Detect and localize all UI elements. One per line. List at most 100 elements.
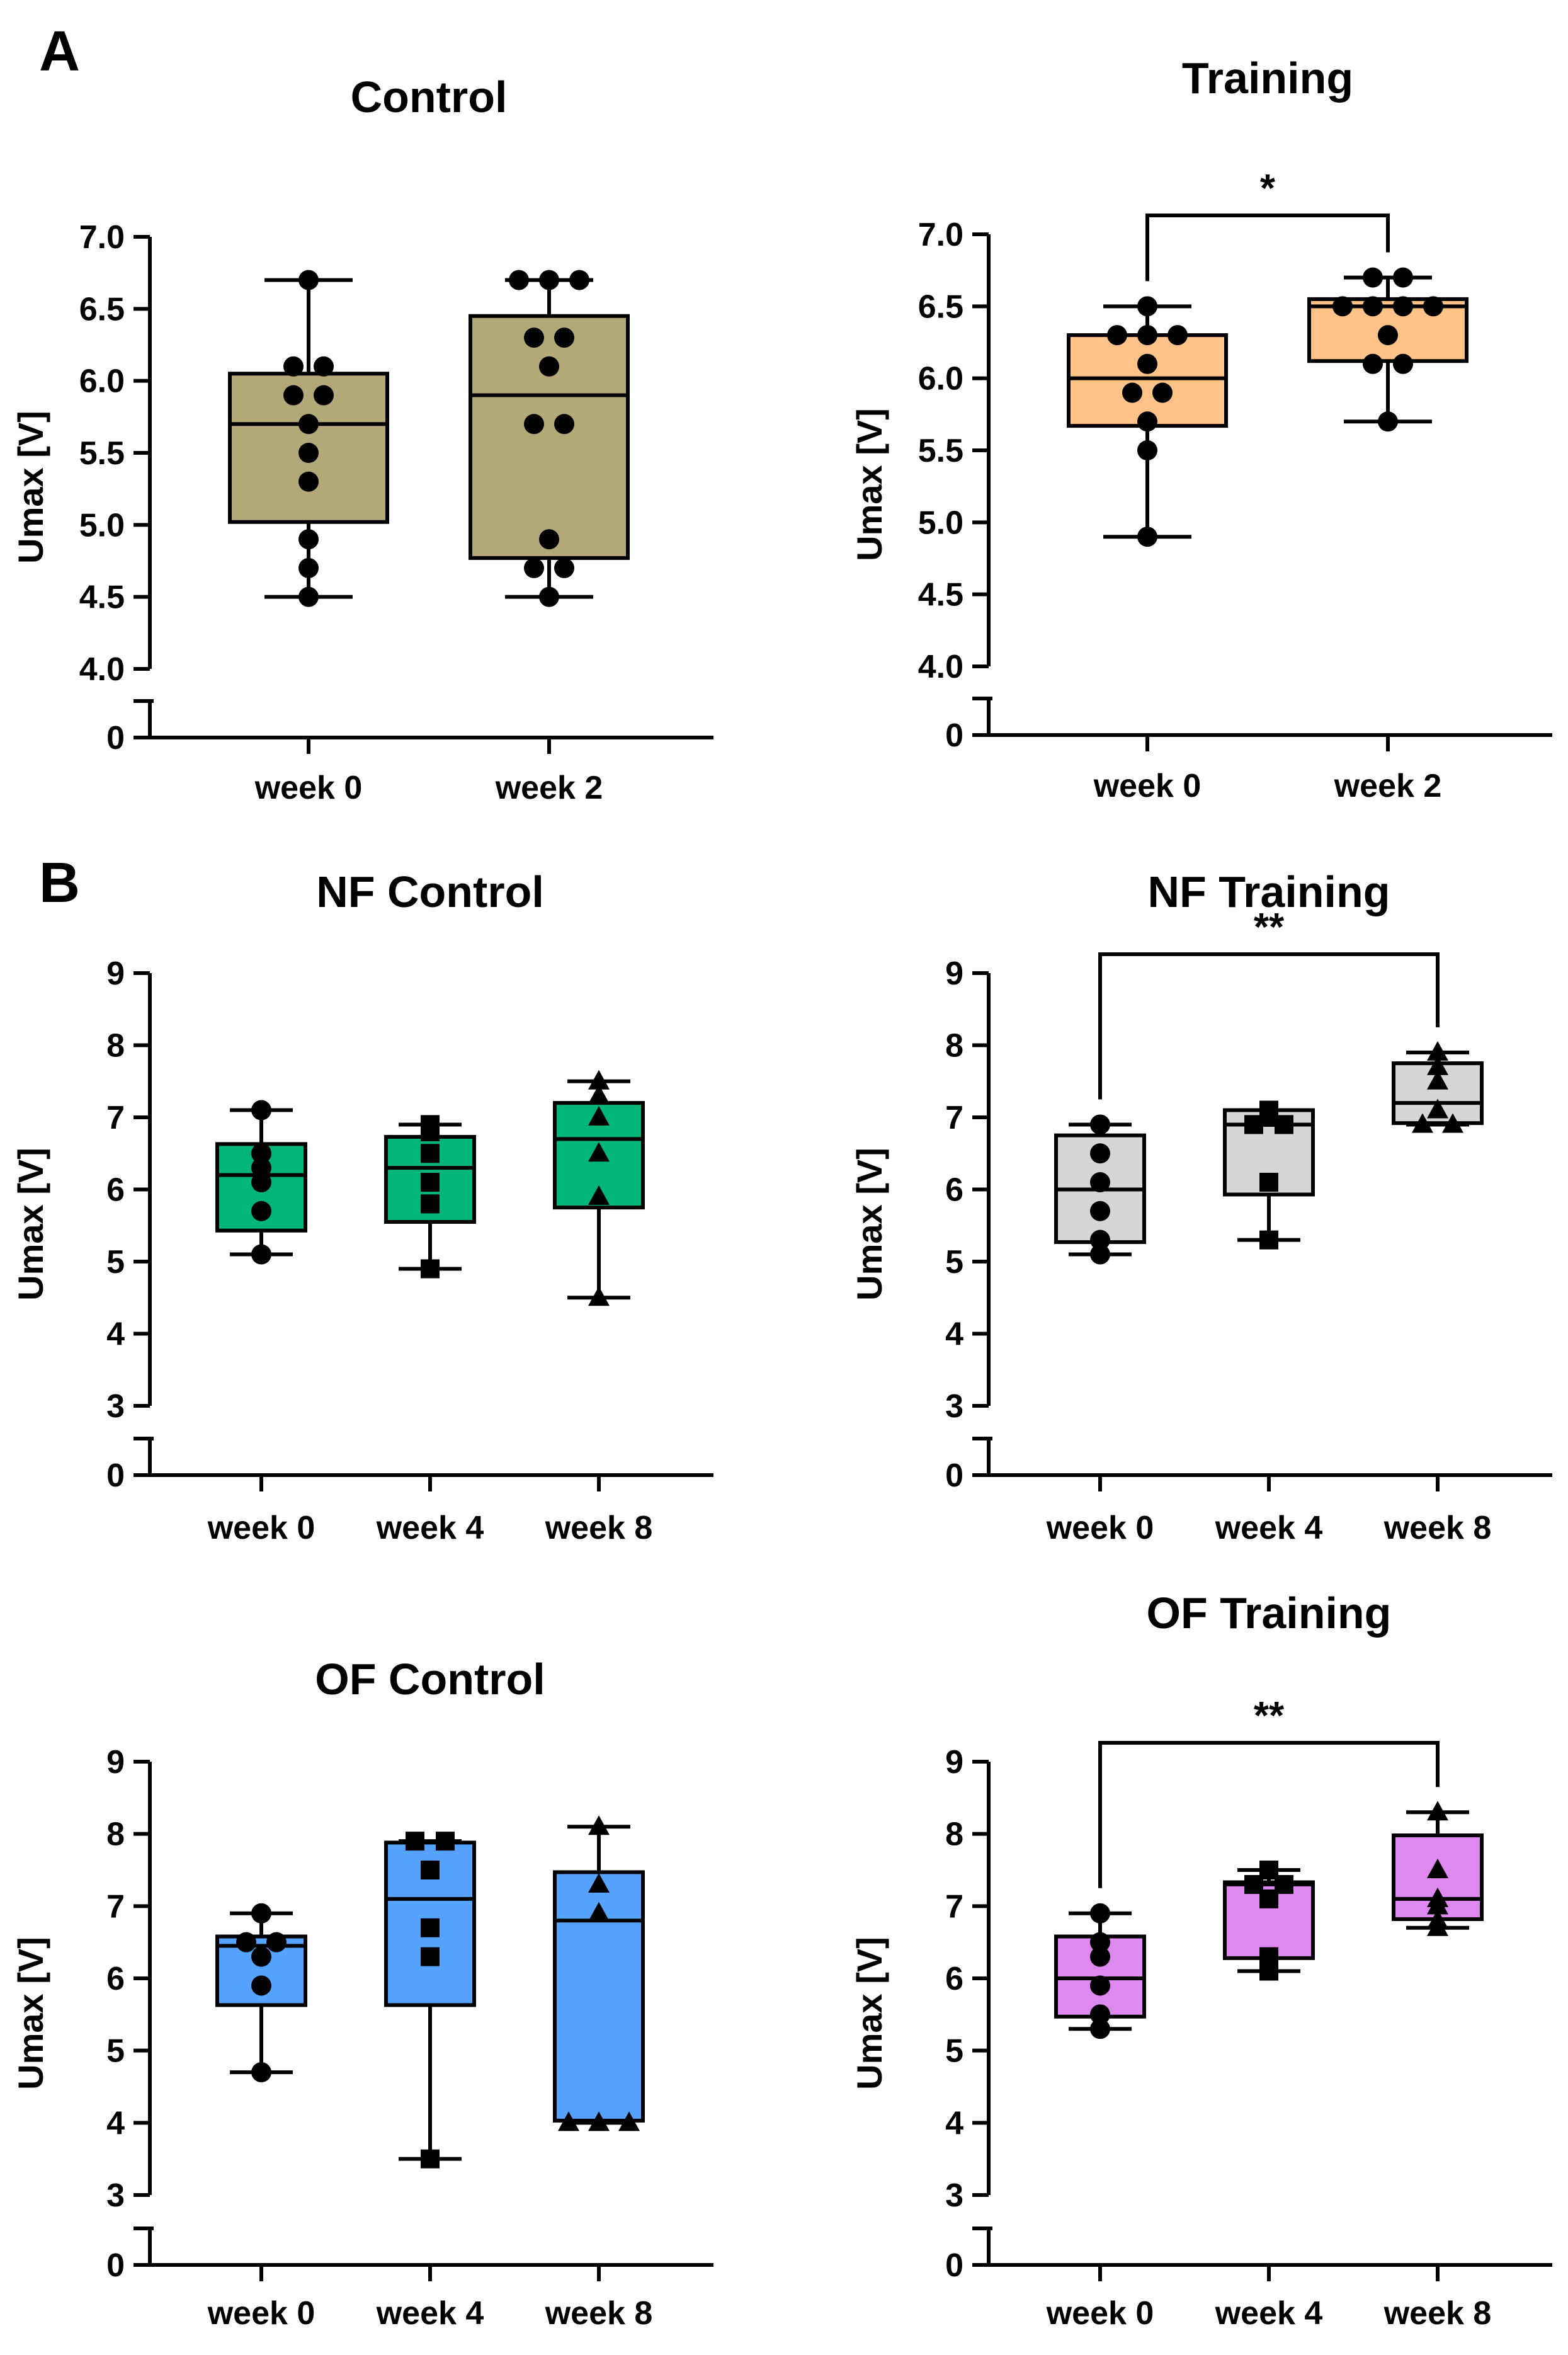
data-point — [588, 1142, 610, 1162]
data-point — [1167, 325, 1188, 346]
data-point — [251, 1946, 271, 1967]
data-point — [539, 586, 559, 607]
data-point — [1427, 1916, 1448, 1936]
data-point — [1363, 296, 1383, 317]
panel-label-a: A — [39, 20, 80, 83]
data-point — [554, 414, 574, 435]
y-tick-label: 6 — [106, 1172, 125, 1209]
y-axis-label: Umax [V] — [11, 411, 50, 564]
data-point — [1442, 1113, 1463, 1133]
data-point — [251, 2062, 271, 2083]
data-point — [588, 1873, 610, 1893]
data-point — [524, 328, 544, 348]
y-tick-label: 5 — [945, 1244, 963, 1280]
y-tick-label: 9 — [106, 955, 125, 992]
x-tick-label: week 0 — [1046, 1510, 1154, 1546]
data-point — [524, 557, 544, 578]
data-point — [1090, 1932, 1110, 1953]
data-point — [421, 2149, 440, 2169]
data-point — [588, 1106, 610, 1126]
data-point — [1363, 353, 1383, 374]
data-point — [298, 414, 319, 435]
y-axis-label: Umax [V] — [11, 1937, 50, 2090]
x-tick-label: week 4 — [1215, 2295, 1323, 2332]
chart-title: OF Training — [1147, 1588, 1392, 1638]
y-tick-label: 4 — [106, 1316, 125, 1353]
data-point — [1259, 1889, 1278, 1908]
data-point — [618, 2111, 640, 2131]
data-point — [266, 1932, 287, 1953]
y-tick-label: 4.5 — [918, 577, 963, 613]
chart-title: OF Control — [315, 1655, 545, 1704]
data-point — [314, 356, 334, 377]
data-point — [588, 1069, 610, 1090]
data-point — [298, 586, 319, 607]
data-point — [1122, 382, 1142, 403]
y-axis-label: Umax [V] — [849, 1148, 889, 1301]
y-tick-label: 6 — [945, 1172, 963, 1209]
data-point — [509, 270, 529, 290]
y-tick-label-zero: 0 — [106, 2247, 125, 2284]
data-point — [251, 1244, 271, 1265]
data-point — [1152, 382, 1173, 403]
data-point — [421, 1947, 440, 1966]
significance-label: ** — [1254, 1694, 1285, 1738]
data-point — [298, 471, 319, 492]
y-tick-label: 6.5 — [79, 291, 125, 328]
x-tick-label: week 0 — [1046, 2295, 1154, 2332]
y-tick-label: 7.0 — [79, 219, 125, 256]
data-point — [1427, 1859, 1448, 1878]
data-point — [1137, 440, 1157, 460]
data-point — [539, 270, 559, 290]
y-tick-label: 7.0 — [918, 217, 963, 253]
y-tick-label: 4 — [945, 1316, 963, 1353]
data-point — [1090, 1946, 1110, 1967]
data-point — [1107, 325, 1127, 346]
data-point — [1090, 1229, 1110, 1250]
data-point — [1412, 1113, 1433, 1133]
y-tick-label: 5 — [106, 1244, 125, 1280]
y-tick-label-zero: 0 — [945, 1457, 963, 1494]
significance-bracket — [1145, 214, 1390, 282]
y-tick-label-zero: 0 — [106, 720, 125, 756]
y-tick-label: 4.0 — [79, 651, 125, 688]
significance-label: * — [1260, 167, 1276, 210]
x-tick-label: week 0 — [1093, 768, 1202, 804]
data-point — [588, 1185, 610, 1205]
significance-bracket — [1098, 1741, 1440, 1888]
y-tick-label: 8 — [106, 1028, 125, 1064]
data-point — [283, 356, 304, 377]
data-point — [251, 1172, 271, 1193]
y-tick-label: 3 — [106, 1388, 125, 1425]
data-point — [283, 385, 304, 406]
data-point — [1259, 1230, 1278, 1250]
data-point — [1378, 325, 1398, 346]
data-point — [421, 1122, 440, 1141]
x-tick-label: week 8 — [1383, 1510, 1492, 1546]
data-point — [1090, 1114, 1110, 1135]
y-tick-label: 4 — [106, 2105, 125, 2141]
y-tick-label: 4 — [945, 2105, 963, 2141]
y-tick-label: 9 — [106, 1744, 125, 1781]
data-point — [1090, 2019, 1110, 2039]
y-tick-label: 5.0 — [79, 507, 125, 544]
y-tick-label: 6.0 — [79, 363, 125, 400]
data-point — [421, 1173, 440, 1192]
x-tick-label: week 2 — [495, 770, 603, 806]
data-point — [1427, 1801, 1448, 1821]
data-point — [1378, 411, 1398, 432]
data-point — [1393, 296, 1413, 317]
y-tick-label: 5.0 — [918, 505, 963, 541]
data-point — [436, 1832, 455, 1851]
data-point — [1137, 353, 1157, 374]
x-tick-label: week 0 — [207, 1510, 315, 1546]
data-point — [554, 557, 574, 578]
data-point — [558, 2111, 579, 2131]
significance-label: ** — [1254, 906, 1285, 949]
data-point — [1090, 1172, 1110, 1193]
data-point — [1427, 1041, 1448, 1061]
chart-nf-training: NF Training 3 4 5 6 7 8 9 0 Umax [V] week 0 week 4 w… — [849, 867, 1552, 1546]
data-point — [236, 1932, 256, 1953]
y-tick-label: 3 — [106, 2177, 125, 2214]
